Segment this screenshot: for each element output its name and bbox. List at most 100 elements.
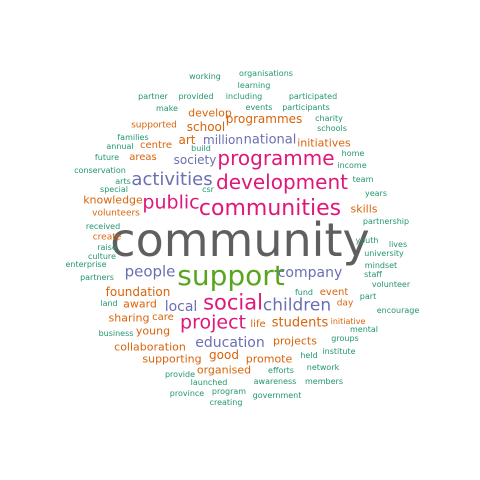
word-business: business [98, 329, 134, 338]
word-raise: raise [97, 243, 117, 252]
word-annual: annual [106, 142, 134, 151]
word-conservation: conservation [74, 166, 126, 175]
word-held: held [300, 351, 318, 360]
word-university: university [364, 249, 404, 258]
word-efforts: efforts [268, 366, 294, 375]
word-arts: arts [115, 177, 131, 186]
word-participated: participated [288, 92, 338, 101]
word-million: million [203, 133, 243, 147]
word-school: school [186, 120, 226, 134]
word-mindset: mindset [364, 261, 398, 270]
word-organisations: organisations [239, 69, 293, 78]
word-good: good [209, 348, 239, 362]
word-team: team [352, 175, 374, 184]
word-award: award [123, 297, 157, 311]
word-volunteers: volunteers [92, 208, 140, 219]
word-lives: lives [388, 240, 408, 249]
word-schools: schools [317, 124, 347, 133]
word-province: province [169, 389, 205, 398]
word-staff: staff [364, 270, 382, 279]
word-including: including [225, 92, 263, 101]
word-income: income [337, 161, 367, 170]
word-youth: youth [355, 236, 379, 245]
word-volunteer: volunteer [371, 280, 411, 289]
word-partner: partner [138, 92, 168, 101]
word-special: special [100, 185, 128, 194]
word-public: public [142, 191, 200, 214]
word-supporting: supporting [142, 352, 202, 366]
word-partnership: partnership [362, 217, 410, 226]
word-promote: promote [245, 352, 293, 366]
word-create: create [92, 232, 122, 243]
word-community: community [110, 213, 370, 267]
word-participants: participants [282, 103, 330, 112]
word-initiative: initiative [330, 317, 366, 326]
word-land: land [100, 299, 118, 308]
word-education: education [195, 335, 265, 351]
word-enterprise: enterprise [65, 260, 107, 269]
word-awareness: awareness [253, 377, 297, 386]
word-government: government [252, 391, 302, 400]
word-support: support [177, 259, 285, 292]
word-collaboration: collaboration [114, 340, 186, 354]
word-society: society [173, 153, 217, 167]
word-groups: groups [331, 334, 359, 343]
word-make: make [156, 104, 178, 113]
word-received: received [85, 222, 121, 231]
word-art: art [178, 133, 196, 147]
word-part: part [359, 292, 377, 301]
word-centre: centre [140, 140, 172, 151]
word-project: project [180, 311, 246, 334]
word-working: working [189, 72, 221, 81]
word-company: company [277, 265, 343, 281]
word-day: day [336, 298, 354, 309]
word-programme: programme [217, 146, 335, 170]
word-partners: partners [80, 273, 114, 282]
word-provided: provided [178, 92, 214, 101]
word-young: young [135, 324, 171, 338]
word-provide: provide [164, 370, 196, 379]
word-development: development [216, 170, 348, 194]
word-charity: charity [315, 114, 343, 123]
word-fund: fund [294, 288, 314, 297]
word-home: home [341, 149, 365, 158]
word-culture: culture [88, 252, 116, 261]
word-skills: skills [350, 202, 378, 216]
word-members: members [305, 377, 343, 386]
word-events: events [245, 103, 273, 112]
word-encourage: encourage [376, 306, 420, 315]
word-projects: projects [273, 334, 317, 348]
word-develop: develop [188, 106, 232, 120]
word-national: national [243, 132, 297, 148]
word-knowledge: knowledge [83, 193, 143, 207]
word-initiatives: initiatives [297, 136, 351, 150]
word-activities: activities [131, 169, 213, 190]
word-mental: mental [349, 325, 379, 334]
word-families: families [117, 133, 149, 142]
word-creating: creating [209, 398, 243, 407]
word-local: local [164, 299, 198, 315]
word-social: social [203, 290, 263, 315]
word-institute: institute [322, 347, 356, 356]
word-program: program [211, 387, 247, 396]
word-life: life [250, 319, 266, 330]
word-years: years [364, 189, 388, 198]
word-organised: organised [196, 363, 252, 377]
word-event: event [319, 287, 349, 298]
word-learning: learning [237, 81, 271, 90]
word-supported: supported [131, 120, 177, 131]
word-foundation: foundation [105, 285, 171, 299]
word-areas: areas [129, 152, 157, 163]
word-future: future [94, 153, 120, 162]
word-communities: communities [198, 196, 342, 221]
word-programmes: programmes [225, 112, 303, 126]
word-launched: launched [190, 378, 228, 387]
word-build: build [191, 144, 211, 153]
word-care: care [152, 312, 174, 323]
word-children: children [262, 295, 332, 316]
word-sharing: sharing [108, 311, 150, 325]
word-people: people [124, 262, 176, 281]
word-students: students [271, 315, 329, 331]
word-network: network [306, 363, 340, 372]
